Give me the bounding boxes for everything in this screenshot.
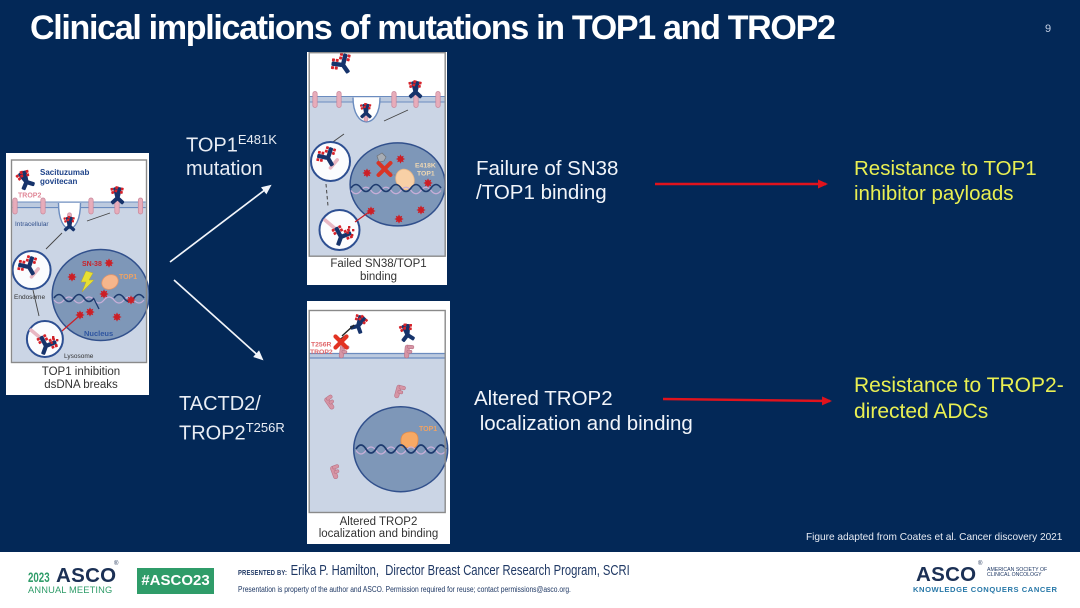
svg-text:Sacituzumab: Sacituzumab <box>40 168 89 177</box>
svg-text:Altered TROP2: Altered TROP2 <box>340 516 418 528</box>
svg-text:Intracellular: Intracellular <box>15 221 49 228</box>
svg-text:govitecan: govitecan <box>40 177 77 186</box>
svg-text:TROP2: TROP2 <box>18 193 41 200</box>
svg-text:TOP1: TOP1 <box>419 426 437 433</box>
svg-text:Nucleus: Nucleus <box>84 329 113 338</box>
svg-text:TOP1: TOP1 <box>417 171 435 178</box>
svg-text:dsDNA breaks: dsDNA breaks <box>44 379 118 391</box>
svg-text:SN-38: SN-38 <box>82 261 102 268</box>
svg-text:Endosome: Endosome <box>14 294 45 301</box>
svg-text:Lysosome: Lysosome <box>64 353 94 360</box>
svg-text:T256R: T256R <box>311 342 331 349</box>
svg-text:E418K: E418K <box>415 163 436 170</box>
svg-text:TOP1: TOP1 <box>119 274 137 281</box>
svg-text:binding: binding <box>360 271 397 283</box>
svg-text:localization and binding: localization and binding <box>319 528 439 540</box>
svg-text:TOP1 inhibition: TOP1 inhibition <box>42 366 120 378</box>
svg-text:Failed SN38/TOP1: Failed SN38/TOP1 <box>330 258 426 270</box>
svg-text:TROP2: TROP2 <box>310 349 333 356</box>
